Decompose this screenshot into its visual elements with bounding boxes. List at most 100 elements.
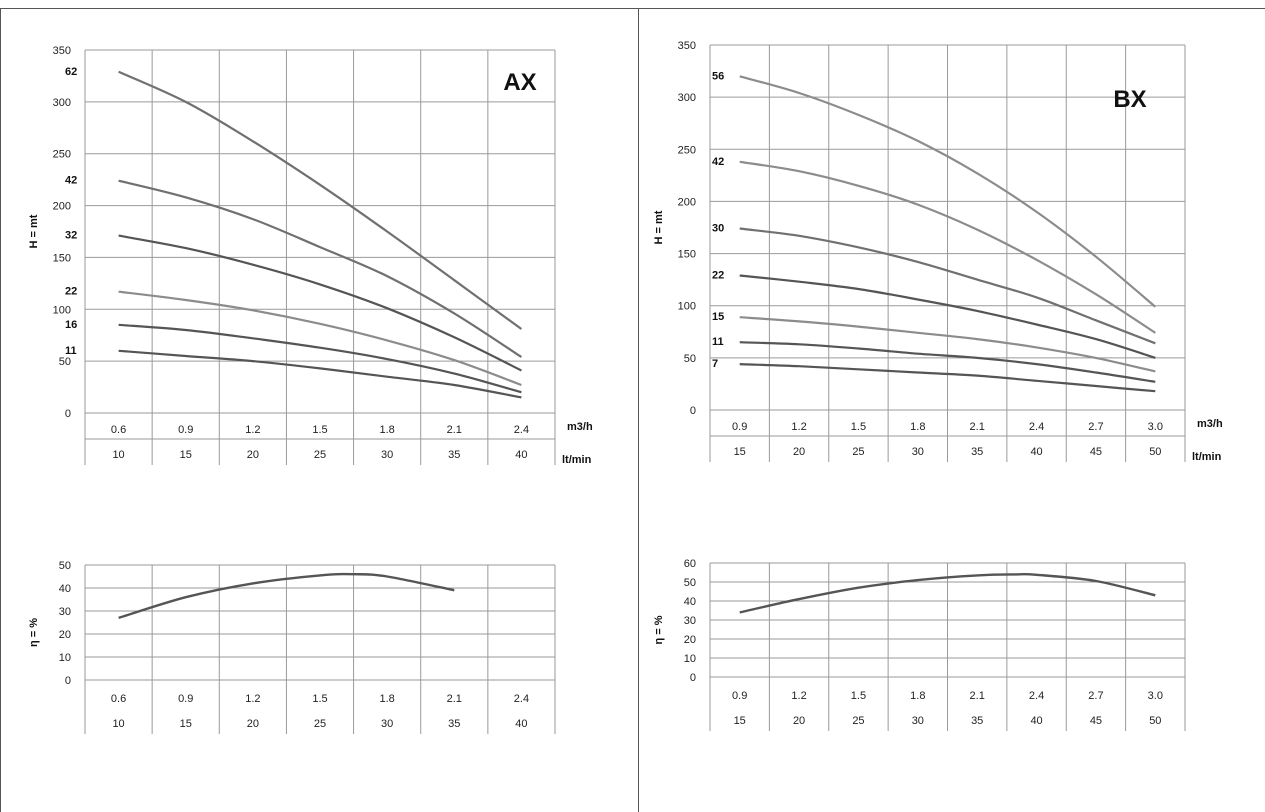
ax-eff-y-label: η = % (28, 618, 40, 647)
bx-head-curve-22 (739, 274, 1156, 359)
ax-eff-y-tick: 40 (59, 583, 71, 595)
bx-head-x-tick-m3h: 1.5 (851, 421, 866, 433)
bx-eff-x-tick-m3h: 1.5 (851, 690, 866, 702)
ax-head-y-tick: 100 (53, 304, 71, 316)
bx-head-curve-7 (739, 363, 1156, 393)
ax-eff-x-tick-m3h: 0.6 (111, 693, 126, 705)
bx-eff-x-tick-m3h: 2.1 (970, 690, 985, 702)
ax-head-curve-42 (118, 179, 523, 358)
bx-head-chart: 0 50 100 150 200 250 300 350 0.9 1.2 1.5 1.8 2.1 2.4 2… (653, 40, 1223, 463)
ax-head-y-tick: 150 (53, 252, 71, 264)
ax-eff-x-tick-m3h: 2.4 (514, 693, 529, 705)
ax-head-y-tick: 0 (65, 408, 71, 420)
ax-eff-x-tick-m3h: 1.8 (379, 693, 394, 705)
ax-head-curve-62 (118, 70, 523, 330)
ax-curve-label-16: 16 (65, 319, 77, 331)
ax-eff-x-tick-m3h: 0.9 (178, 693, 193, 705)
bx-curve-label-56: 56 (712, 70, 724, 82)
bx-eff-y-tick: 60 (684, 558, 696, 570)
ax-head-y-label: H = mt (28, 214, 40, 248)
ax-unit-m3h: m3/h (567, 421, 593, 433)
bx-head-y-tick: 0 (690, 405, 696, 417)
ax-eff-x-tick-m3h: 2.1 (447, 693, 462, 705)
bx-head-y-tick: 350 (678, 40, 696, 52)
bx-curve-label-42: 42 (712, 156, 724, 168)
ax-eff-y-tick: 20 (59, 629, 71, 641)
ax-eff-y-tick: 0 (65, 675, 71, 687)
ax-head-x-tick-ltmin: 25 (314, 449, 326, 461)
bx-curve-label-7: 7 (712, 358, 718, 370)
bx-efficiency-curve (739, 572, 1156, 614)
ax-panel-title: AX (503, 69, 536, 96)
bx-panel-title: BX (1113, 86, 1146, 113)
ax-eff-y-tick: 30 (59, 606, 71, 618)
bx-unit-m3h: m3/h (1197, 418, 1223, 430)
ax-eff-x-tick-ltmin: 20 (247, 718, 259, 730)
bx-eff-x-tick-m3h: 2.4 (1029, 690, 1044, 702)
ax-eff-x-tick-ltmin: 15 (180, 718, 192, 730)
ax-eff-x-tick-m3h: 1.5 (312, 693, 327, 705)
bx-head-x-tick-m3h: 2.4 (1029, 421, 1044, 433)
bx-head-y-tick: 200 (678, 196, 696, 208)
ax-eff-x-tick-ltmin: 25 (314, 718, 326, 730)
ax-eff-x-tick-m3h: 1.2 (245, 693, 260, 705)
bx-head-y-tick: 250 (678, 144, 696, 156)
bx-eff-x-tick-m3h: 2.7 (1088, 690, 1103, 702)
ax-head-x-tick-ltmin: 35 (448, 449, 460, 461)
bx-head-x-tick-ltmin: 35 (971, 446, 983, 458)
bx-eff-x-tick-m3h: 1.2 (791, 690, 806, 702)
ax-head-x-tick-m3h: 0.6 (111, 424, 126, 436)
ax-eff-y-tick: 10 (59, 652, 71, 664)
bx-head-x-tick-m3h: 1.8 (910, 421, 925, 433)
ax-eff-x-tick-ltmin: 30 (381, 718, 393, 730)
ax-head-x-tick-ltmin: 20 (247, 449, 259, 461)
ax-head-x-tick-ltmin: 15 (180, 449, 192, 461)
bx-head-curve-42 (739, 160, 1156, 334)
ax-curve-label-42: 42 (65, 175, 77, 187)
bx-head-curve-56 (739, 75, 1157, 308)
bx-head-x-tick-ltmin: 40 (1030, 446, 1042, 458)
bx-eff-y-tick: 40 (684, 596, 696, 608)
ax-head-x-tick-m3h: 2.4 (514, 424, 529, 436)
ax-head-x-tick-m3h: 1.5 (312, 424, 327, 436)
ax-head-x-tick-m3h: 1.2 (245, 424, 260, 436)
bx-head-x-tick-ltmin: 45 (1090, 446, 1102, 458)
ax-head-curve-16 (118, 323, 522, 394)
ax-eff-y-tick: 50 (59, 560, 71, 572)
bx-efficiency-chart: 0 10 20 30 40 50 60 0.9 1.2 1.5 1.8 2.1 2.4 2.7 3.0 15 2… (653, 558, 1186, 731)
bx-head-x-tick-m3h: 2.1 (970, 421, 985, 433)
ax-curve-label-22: 22 (65, 286, 77, 298)
ax-head-curve-22 (118, 290, 522, 387)
ax-head-x-tick-m3h: 0.9 (178, 424, 193, 436)
bx-head-curve-30 (739, 227, 1156, 345)
ax-head-y-tick: 200 (53, 201, 71, 213)
bx-curve-label-22: 22 (712, 269, 724, 281)
ax-head-y-tick: 300 (53, 97, 71, 109)
ax-head-y-tick: 50 (59, 356, 71, 368)
ax-head-x-tick-m3h: 2.1 (447, 424, 462, 436)
ax-head-x-tick-ltmin: 40 (515, 449, 527, 461)
bx-curve-label-15: 15 (712, 311, 724, 323)
bx-head-x-tick-m3h: 3.0 (1148, 421, 1163, 433)
ax-efficiency-curve (118, 572, 455, 620)
ax-head-curve-32 (118, 234, 522, 372)
ax-curve-label-32: 32 (65, 230, 77, 242)
bx-eff-x-tick-m3h: 3.0 (1148, 690, 1163, 702)
ax-eff-x-tick-ltmin: 35 (448, 718, 460, 730)
bx-eff-x-tick-m3h: 0.9 (732, 690, 747, 702)
bx-head-x-tick-ltmin: 25 (852, 446, 864, 458)
bx-eff-x-tick-ltmin: 20 (793, 715, 805, 727)
bx-eff-x-tick-ltmin: 30 (912, 715, 924, 727)
bx-curve-label-30: 30 (712, 223, 724, 235)
bx-eff-x-tick-ltmin: 35 (971, 715, 983, 727)
ax-head-y-tick: 350 (53, 45, 71, 57)
bx-eff-x-tick-ltmin: 15 (734, 715, 746, 727)
bx-eff-x-tick-ltmin: 40 (1030, 715, 1042, 727)
bx-head-y-tick: 150 (678, 249, 696, 261)
ax-head-curve-11 (118, 349, 522, 399)
ax-curve-label-11: 11 (65, 345, 77, 357)
bx-head-x-tick-m3h: 2.7 (1088, 421, 1103, 433)
ax-eff-x-tick-ltmin: 10 (112, 718, 124, 730)
bx-head-curve-15 (739, 316, 1156, 373)
